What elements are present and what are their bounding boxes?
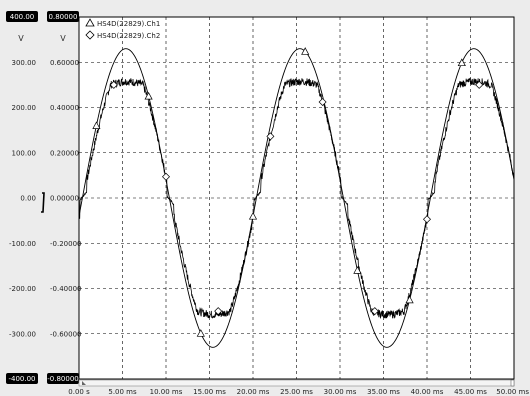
right-bottom-badge-bg [47, 373, 79, 384]
ch1-marker-triangle [248, 211, 258, 220]
ch1-marker-triangle [353, 266, 362, 274]
left-bottom-badge: -400.00 [8, 375, 35, 383]
ch1-marker-triangle [144, 91, 153, 100]
left-tick-label: 200.00 [12, 104, 37, 112]
right-top-badge-bg [47, 11, 79, 22]
ch1-trace [78, 48, 515, 348]
ch2-trace [78, 77, 515, 320]
ch2-marker-diamond [109, 80, 118, 89]
right-bottom-badge: -0.80000 [47, 375, 78, 383]
scrollbar-start-triangle[interactable] [82, 381, 86, 385]
left-tick-label: -300.00 [9, 330, 36, 338]
ch2-marker-diamond [475, 80, 484, 89]
ch2-marker-diamond [214, 307, 223, 316]
x-tick-label: 35.00 ms [367, 388, 400, 396]
right-tick-label: -0.20000 [50, 240, 81, 248]
tick-labels: 300.00 200.00 100.00 0.00 -100.00 -200.00 -300… [9, 59, 529, 396]
ch1-marker-triangle [405, 295, 414, 304]
legend: HS4D(22829).Ch1 HS4D(22829).Ch2 [85, 18, 160, 40]
ch1-marker-triangle [457, 58, 466, 67]
right-tick-label: -0.40000 [50, 285, 81, 293]
x-tick-label: 0.00 s [68, 388, 90, 396]
left-tick-label: 0.00 [20, 195, 36, 203]
ch2-marker-diamond [370, 307, 379, 316]
x-tick-label: 5.00 ms [108, 388, 137, 396]
ch2-marker-diamond [266, 132, 275, 141]
x-tick-label: 20.00 ms [237, 388, 270, 396]
x-tick-label: 15.00 ms [193, 388, 226, 396]
right-tick-label: 0.60000 [50, 59, 79, 67]
ch1-marker-triangle [301, 47, 310, 55]
left-tick-label: -200.00 [9, 285, 36, 293]
right-tick-label: -0.60000 [50, 330, 81, 338]
ch2-marker-diamond [423, 215, 431, 224]
x-tick-label: 30.00 ms [324, 388, 357, 396]
left-unit-label: V [18, 34, 24, 43]
gridlines [79, 17, 514, 379]
ch1-marker-triangle [196, 329, 205, 337]
left-top-badge: 400.00 [10, 13, 35, 21]
x-tick-label: 50.00 ms [496, 388, 529, 396]
scrollbar-end-handle[interactable] [510, 379, 515, 387]
x-tick-label: 10.00 ms [150, 388, 183, 396]
legend-triangle-icon [85, 18, 95, 27]
legend-ch2-label: HS4D(22829).Ch2 [97, 32, 160, 40]
right-unit-label: V [60, 34, 66, 43]
ch1-marker-triangle [92, 121, 101, 129]
zero-level-marker [41, 192, 45, 213]
right-tick-label: 0.20000 [50, 149, 79, 157]
traces [78, 47, 515, 348]
left-tick-label: -100.00 [9, 240, 36, 248]
left-tick-label: 100.00 [12, 149, 37, 157]
x-tick-label: 40.00 ms [411, 388, 444, 396]
left-bottom-badge-bg [6, 373, 38, 384]
ch2-marker-diamond [162, 172, 170, 181]
right-tick-label: 0.00000 [50, 195, 79, 203]
legend-ch1-label: HS4D(22829).Ch1 [97, 20, 160, 28]
legend-diamond-icon [85, 30, 95, 40]
x-tick-label: 45.00 ms [454, 388, 487, 396]
left-top-badge-bg [6, 11, 38, 22]
ch2-marker-diamond [318, 98, 327, 107]
time-scrollbar[interactable] [78, 379, 515, 387]
right-tick-label: 0.40000 [50, 104, 79, 112]
right-top-badge: 0.80000 [49, 13, 78, 21]
x-tick-label: 25.00 ms [280, 388, 313, 396]
left-tick-label: 300.00 [12, 59, 37, 67]
